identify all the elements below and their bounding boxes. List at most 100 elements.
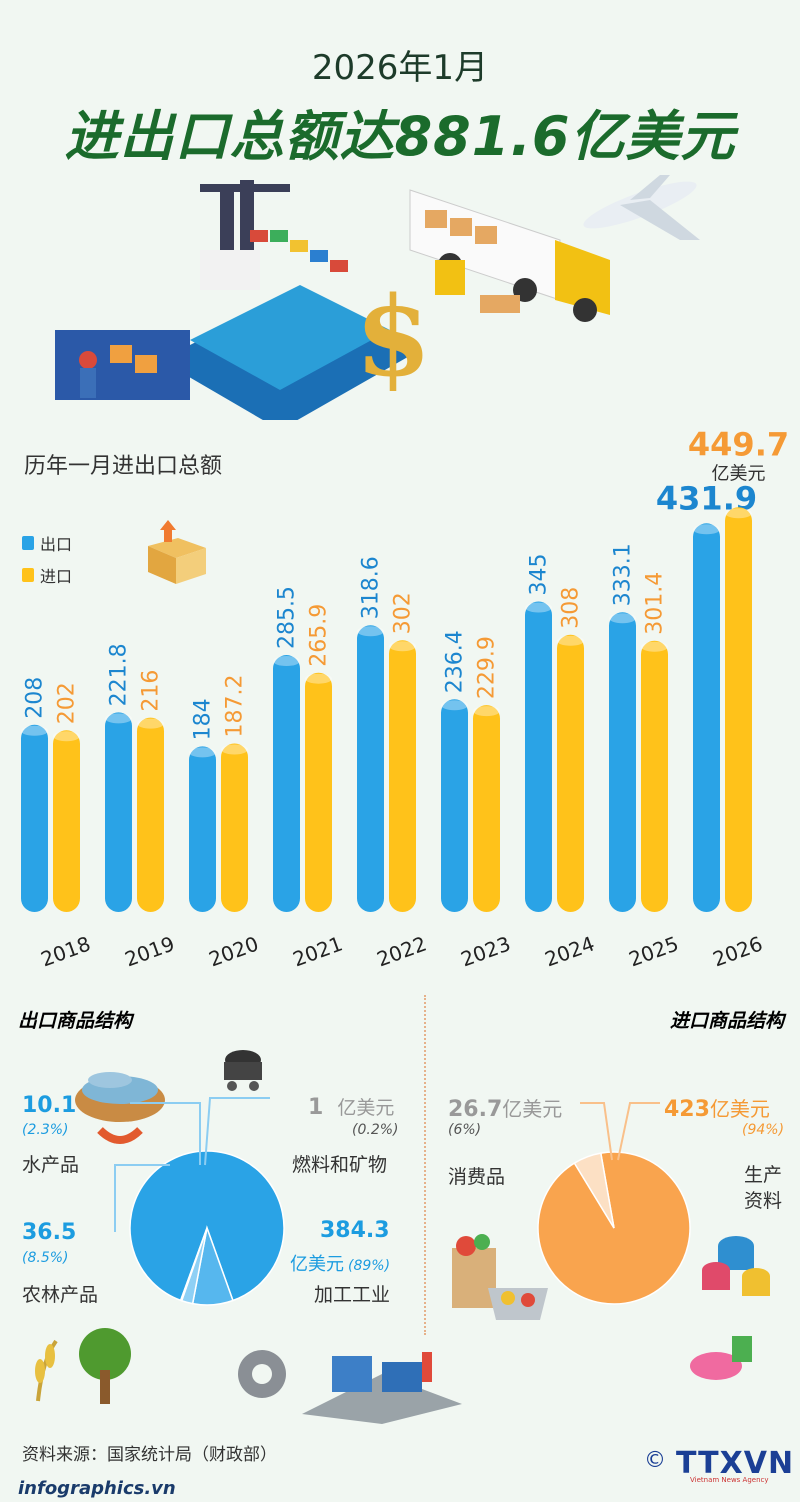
page-title: 进出口总额达881.6亿美元 bbox=[64, 105, 736, 168]
bar-cap-import-2026 bbox=[725, 508, 752, 519]
bar-import-2020 bbox=[221, 743, 248, 912]
bar-cap-import-2022 bbox=[389, 641, 416, 652]
bar-export-2026 bbox=[693, 523, 720, 912]
truck-icon bbox=[409, 189, 610, 322]
data-label-export-2021: 285.5 bbox=[275, 586, 300, 649]
export-fuel-unit: 亿美元 bbox=[337, 1097, 395, 1119]
import-production-label-1: 生产 bbox=[744, 1164, 783, 1186]
data-label-export-2020: 184 bbox=[191, 698, 216, 740]
export-fuel-value: 1 bbox=[308, 1095, 324, 1120]
import-production-value-row: 423 亿美元 bbox=[664, 1093, 770, 1122]
import-consumer-value-row: 26.7 亿美元 bbox=[448, 1093, 562, 1122]
legend-label-export: 出口 bbox=[40, 535, 73, 554]
export-section-title: 出口商品结构 bbox=[18, 1010, 133, 1032]
agency-subtitle: Vietnam News Agency bbox=[690, 1476, 769, 1484]
export-aquatic-label: 水产品 bbox=[22, 1154, 80, 1176]
import-production-label-2: 资料 bbox=[744, 1190, 783, 1212]
bar-import-2023 bbox=[473, 705, 500, 912]
fish-basket-icon bbox=[75, 1072, 165, 1144]
import-consumer-value: 26.7 bbox=[448, 1097, 503, 1122]
data-label-export-2024: 345 bbox=[527, 554, 552, 596]
bar-import-2024 bbox=[557, 634, 584, 912]
leader-production bbox=[617, 1102, 660, 1161]
bar-import-2019 bbox=[137, 717, 164, 912]
airplane-icon bbox=[583, 175, 700, 240]
coal-cart-icon bbox=[224, 1050, 262, 1091]
leader-agri bbox=[114, 1164, 170, 1232]
export-industry-value: 384.3 bbox=[320, 1218, 390, 1243]
bar-import-2021 bbox=[305, 672, 332, 912]
bar-cap-import-2025 bbox=[641, 641, 668, 652]
bar-export-2022 bbox=[357, 625, 384, 912]
export-agri-value: 36.5 bbox=[22, 1220, 77, 1245]
data-label-import-2021: 265.9 bbox=[307, 604, 332, 667]
import-slice-1 bbox=[573, 1152, 615, 1229]
bar-cap-import-2020 bbox=[221, 744, 248, 755]
import-consumer-label: 消费品 bbox=[448, 1166, 506, 1188]
factory-icon bbox=[238, 1350, 462, 1424]
data-label-import-2025: 301.4 bbox=[643, 572, 668, 635]
leader-fuel bbox=[204, 1097, 270, 1166]
legend-import: 进口 bbox=[22, 563, 72, 587]
page-subtitle: 2026年1月 bbox=[311, 48, 489, 88]
export-agri-pct: (8.5%) bbox=[22, 1250, 69, 1266]
export-fuel-label: 燃料和矿物 bbox=[292, 1154, 388, 1176]
export-industry-pct: (89%) bbox=[348, 1258, 391, 1274]
legend-swatch-export bbox=[22, 536, 34, 550]
export-industry-label: 加工工业 bbox=[314, 1284, 391, 1306]
data-label-import-2020: 187.2 bbox=[223, 675, 248, 738]
bar-cap-export-2025 bbox=[609, 613, 636, 624]
section-divider bbox=[424, 995, 426, 1335]
import-consumer-unit: 亿美元 bbox=[502, 1097, 563, 1121]
leader-aquatic bbox=[130, 1102, 201, 1165]
import-production-pct: (94%) bbox=[742, 1122, 785, 1138]
data-label-export-2018: 208 bbox=[23, 677, 48, 719]
bar-cap-export-2022 bbox=[357, 626, 384, 637]
bar-cap-import-2023 bbox=[473, 706, 500, 717]
footer-site: infographics.vn bbox=[18, 1478, 176, 1499]
bar-cap-export-2023 bbox=[441, 700, 468, 711]
bar-cap-import-2019 bbox=[137, 718, 164, 729]
bar-cap-export-2019 bbox=[105, 713, 132, 724]
bar-cap-export-2026 bbox=[693, 524, 720, 535]
legend-label-import: 进口 bbox=[40, 567, 73, 586]
data-label-import-2018: 202 bbox=[55, 682, 80, 724]
bar-export-2020 bbox=[189, 746, 216, 912]
data-label-export-2023: 236.4 bbox=[443, 630, 468, 693]
import-production-unit: 亿美元 bbox=[709, 1097, 770, 1121]
export-aquatic-pct: (2.3%) bbox=[22, 1122, 69, 1138]
header-illustration: $ bbox=[55, 175, 700, 420]
bar-export-2025 bbox=[609, 612, 636, 912]
export-slice-3 bbox=[179, 1227, 208, 1302]
bar-export-2019 bbox=[105, 712, 132, 912]
dollar-icon: $ bbox=[355, 272, 432, 401]
data-label-import-2019: 216 bbox=[139, 670, 164, 712]
copyright-icon: © bbox=[644, 1448, 666, 1473]
leader-consumer bbox=[580, 1102, 613, 1161]
import-section-title: 进口商品结构 bbox=[670, 1010, 785, 1032]
legend-swatch-import bbox=[22, 568, 34, 582]
export-fuel-value-row: 1 亿美元 bbox=[308, 1093, 394, 1120]
legend-export: 出口 bbox=[22, 531, 72, 555]
workers-illustration bbox=[55, 330, 190, 400]
data-label-export-2019: 221.8 bbox=[107, 643, 132, 706]
data-label-import-2022: 302 bbox=[391, 592, 416, 634]
box-icon bbox=[148, 520, 206, 584]
bar-cap-export-2021 bbox=[273, 656, 300, 667]
export-industry-unit-row: 亿美元 (89%) bbox=[290, 1250, 390, 1276]
data-label-import-2026: 449.7 bbox=[688, 425, 789, 463]
bar-cap-import-2021 bbox=[305, 673, 332, 684]
data-label-export-2022: 318.6 bbox=[359, 556, 384, 619]
bar-cap-import-2024 bbox=[557, 635, 584, 646]
bar-import-2025 bbox=[641, 640, 668, 912]
bar-import-2026 bbox=[725, 507, 752, 912]
bar-export-2018 bbox=[21, 724, 48, 912]
export-agri-label: 农林产品 bbox=[22, 1284, 99, 1306]
bar-import-2022 bbox=[389, 640, 416, 912]
bar-export-2021 bbox=[273, 655, 300, 912]
data-label-import-2023: 229.9 bbox=[475, 636, 500, 699]
bar-cap-export-2020 bbox=[189, 747, 216, 758]
